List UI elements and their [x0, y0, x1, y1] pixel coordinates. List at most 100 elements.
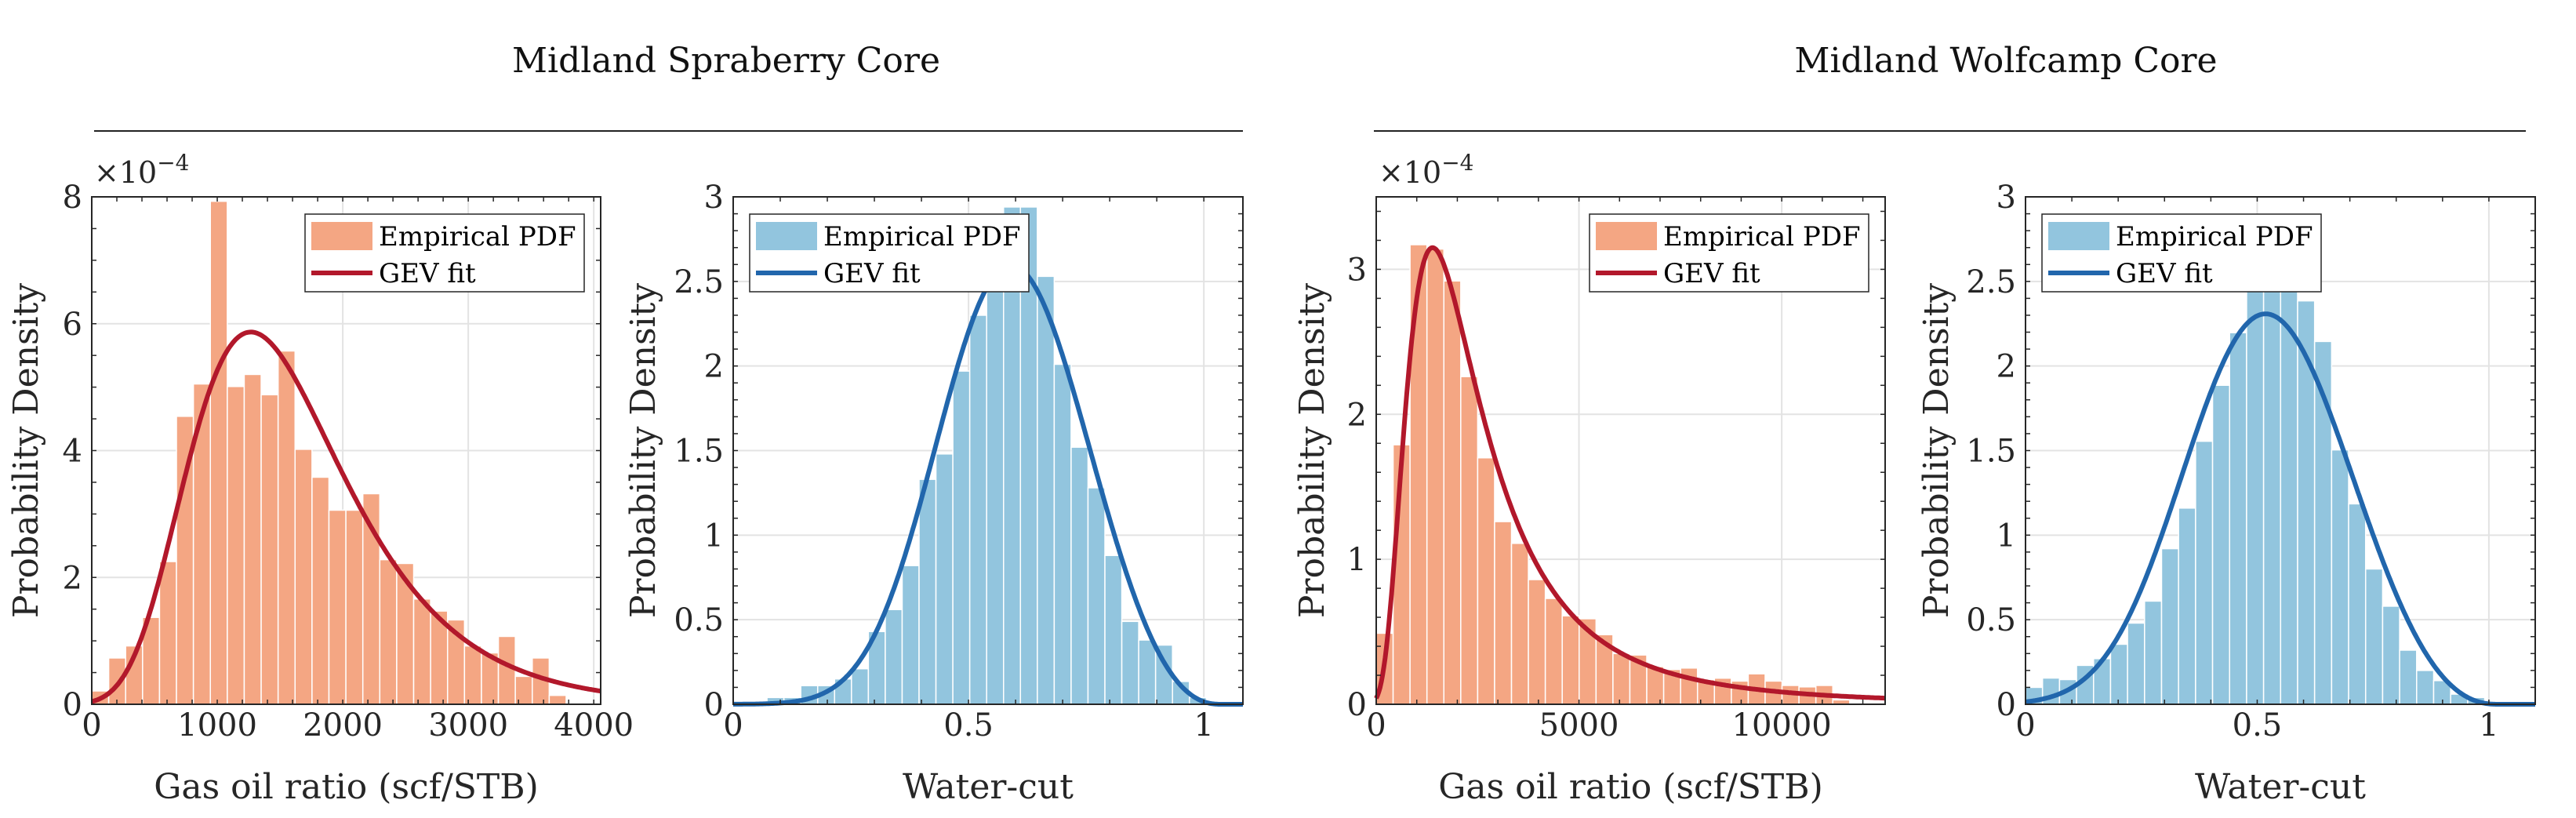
- legend: Empirical PDF GEV fit: [2041, 213, 2322, 293]
- y-exponent-label: ×10−4: [94, 150, 189, 190]
- x-tick-label: 10000: [1732, 707, 1832, 743]
- y-tick-label: 2: [704, 349, 724, 385]
- histogram-bar: [1426, 248, 1445, 705]
- histogram-bar: [463, 645, 482, 705]
- histogram-bar: [2280, 277, 2298, 705]
- histogram-bar: [548, 694, 567, 705]
- histogram-bar: [2144, 600, 2163, 705]
- histogram-bar: [2364, 568, 2384, 705]
- legend-label-empirical: Empirical PDF: [823, 221, 1021, 253]
- y-tick-label: 2.5: [674, 264, 724, 300]
- y-exponent-power: −4: [1441, 150, 1473, 176]
- y-tick-label: 8: [63, 180, 82, 216]
- y-tick-label: 1: [1347, 542, 1367, 578]
- x-tick-label: 0: [1366, 707, 1386, 743]
- histogram-bar: [2416, 670, 2435, 705]
- histogram-bar: [158, 561, 177, 705]
- histogram-bar: [2348, 503, 2367, 705]
- histogram-bar: [2262, 259, 2282, 705]
- y-tick-label: 0: [63, 687, 82, 723]
- histogram-bar: [1037, 275, 1055, 705]
- axes-box: [1375, 196, 1886, 705]
- histogram-bar: [412, 598, 431, 705]
- gev-fit-line: [2024, 311, 2537, 707]
- histogram-bar: [986, 285, 1005, 705]
- histogram-bar: [1544, 598, 1563, 705]
- y-tick-label: 3: [704, 180, 724, 216]
- x-tick-label: 0: [2015, 707, 2035, 743]
- legend: Empirical PDF GEV fit: [304, 213, 585, 293]
- y-tick-label: 0.5: [1966, 602, 2016, 638]
- legend-label-fit: GEV fit: [379, 258, 476, 289]
- histogram-bar: [1460, 376, 1479, 705]
- histogram-bar: [294, 449, 313, 705]
- y-exponent-label: ×10−4: [1379, 150, 1473, 190]
- legend: Empirical PDF GEV fit: [1589, 213, 1869, 293]
- histogram-bar: [1561, 615, 1580, 705]
- y-axis-label: Probability Density: [1917, 283, 1957, 618]
- legend-label-empirical: Empirical PDF: [379, 221, 576, 253]
- histogram-bar: [1053, 363, 1072, 705]
- y-tick-label: 4: [63, 434, 82, 470]
- histogram-bar: [885, 609, 903, 705]
- gev-fit-line: [90, 329, 602, 704]
- histogram-bar: [1121, 620, 1139, 705]
- histogram-bar: [277, 350, 296, 705]
- histogram-bar: [1138, 639, 1157, 705]
- legend-label-fit: GEV fit: [823, 258, 921, 289]
- y-tick-label: 3: [1996, 180, 2016, 216]
- histogram-bar: [918, 478, 937, 705]
- histogram-bar: [952, 370, 971, 705]
- histogram-bar: [311, 476, 330, 705]
- group-title-wolfcamp: Midland Wolfcamp Core: [1794, 41, 2217, 81]
- x-tick-label: 0.5: [943, 707, 994, 743]
- y-axis-label: Probability Density: [1292, 283, 1332, 618]
- y-tick-label: 0: [704, 687, 724, 723]
- x-axis-label: Water-cut: [903, 767, 1074, 807]
- group-title-spraberry: Midland Spraberry Core: [512, 41, 940, 81]
- x-tick-label: 0.5: [2233, 707, 2283, 743]
- y-tick-label: 0: [1996, 687, 2016, 723]
- histogram-bar: [2127, 622, 2145, 705]
- histogram-bar: [2178, 507, 2196, 705]
- x-tick-label: 4000: [554, 707, 634, 743]
- histogram-bar: [2229, 332, 2247, 705]
- legend-box: [2041, 213, 2322, 293]
- y-tick-label: 1: [704, 518, 724, 554]
- histogram-bar: [379, 558, 398, 705]
- legend-label-empirical: Empirical PDF: [2116, 221, 2313, 253]
- legend-swatch-bar: [1596, 222, 1657, 250]
- x-tick-label: 0: [723, 707, 743, 743]
- histogram-bar: [227, 386, 245, 705]
- histogram-bar: [2211, 384, 2230, 705]
- histogram-bar: [345, 509, 364, 705]
- legend-label-empirical: Empirical PDF: [1663, 221, 1861, 253]
- legend-label-fit: GEV fit: [2116, 258, 2213, 289]
- y-tick-label: 2: [1996, 349, 2016, 385]
- histogram-bar: [968, 314, 987, 705]
- legend-swatch-bar: [311, 222, 372, 250]
- y-tick-label: 6: [63, 307, 82, 343]
- histogram-bar: [2109, 643, 2128, 705]
- histogram-bar: [2331, 449, 2349, 705]
- chart-panel-1: 0 0.5 1 0 0.5 1 1.5 2 2.5 3 Water-cut Probability D…: [623, 180, 1244, 807]
- y-axis-label: Probability Density: [623, 283, 663, 618]
- histogram-bar: [935, 453, 954, 705]
- x-tick-label: 3000: [428, 707, 508, 743]
- histogram-bar: [497, 635, 516, 705]
- x-tick-label: 0: [82, 707, 101, 743]
- histogram-bar: [1070, 446, 1089, 705]
- x-tick-label: 5000: [1539, 707, 1619, 743]
- x-tick-label: 1: [1194, 707, 1213, 743]
- histogram-bar: [1494, 521, 1513, 705]
- y-tick-label: 3: [1347, 252, 1367, 288]
- histogram-bar: [1612, 653, 1631, 705]
- histogram-bar: [260, 394, 279, 705]
- x-tick-label: 2000: [303, 707, 383, 743]
- histogram-bar: [1680, 667, 1699, 705]
- histogram-bar: [1443, 280, 1462, 705]
- histogram-bar: [328, 509, 347, 705]
- y-tick-label: 2: [63, 560, 82, 596]
- y-tick-label: 0: [1347, 687, 1367, 723]
